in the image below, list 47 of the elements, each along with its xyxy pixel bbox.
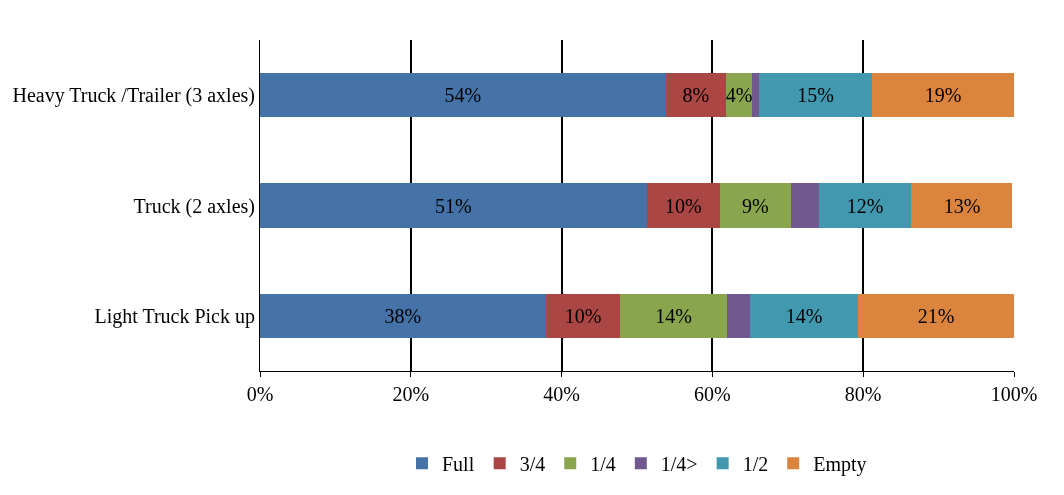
data-label: 54% bbox=[444, 84, 482, 107]
bar bbox=[260, 73, 666, 118]
data-label: 14% bbox=[785, 304, 823, 327]
bar bbox=[872, 73, 1014, 118]
data-label: 15% bbox=[797, 84, 835, 107]
legend-label: Full bbox=[442, 453, 475, 476]
data-label: 10% bbox=[564, 304, 602, 327]
x-tick-label: 20% bbox=[392, 383, 430, 405]
legend-label: 1/4 bbox=[590, 453, 616, 476]
x-tick-label: 80% bbox=[844, 383, 882, 405]
data-label: 8% bbox=[682, 84, 710, 107]
data-label: 19% bbox=[924, 84, 962, 107]
bar bbox=[260, 183, 647, 228]
bar bbox=[911, 183, 1013, 228]
data-label: 12% bbox=[846, 194, 884, 217]
x-tick-label: 60% bbox=[694, 383, 731, 405]
y-tick-label: Truck (2 axles) bbox=[133, 194, 255, 218]
data-label: 21% bbox=[917, 304, 955, 327]
y-tick-label: Heavy Truck /Trailer (3 axles) bbox=[12, 84, 255, 108]
bar bbox=[726, 293, 751, 338]
x-tick-label: 40% bbox=[543, 383, 580, 405]
x-tick-label: 0% bbox=[246, 383, 274, 405]
legend-label: 1/2 bbox=[742, 453, 769, 476]
data-label: 13% bbox=[943, 194, 981, 217]
bar bbox=[750, 293, 858, 338]
bar bbox=[719, 183, 791, 228]
data-label: 4% bbox=[725, 84, 753, 107]
bar bbox=[752, 73, 760, 118]
bar bbox=[665, 73, 726, 118]
bar bbox=[260, 293, 546, 338]
legend-label: 3/4 bbox=[519, 453, 546, 476]
legend-label: 1/4> bbox=[660, 453, 698, 476]
bar bbox=[857, 293, 1014, 338]
data-label: 9% bbox=[742, 194, 769, 217]
data-label: 10% bbox=[665, 194, 702, 217]
bar bbox=[646, 183, 720, 228]
y-tick-label: Light Truck Pick up bbox=[94, 304, 255, 328]
bar bbox=[759, 73, 873, 118]
legend-label: Empty bbox=[813, 453, 867, 477]
data-label: 51% bbox=[435, 194, 472, 217]
data-label: 38% bbox=[384, 304, 422, 327]
bar bbox=[545, 293, 621, 338]
data-label: 14% bbox=[655, 304, 692, 327]
x-tick-label: 100% bbox=[990, 383, 1038, 405]
bar bbox=[790, 183, 819, 228]
bar bbox=[620, 293, 727, 338]
bar bbox=[818, 183, 912, 228]
